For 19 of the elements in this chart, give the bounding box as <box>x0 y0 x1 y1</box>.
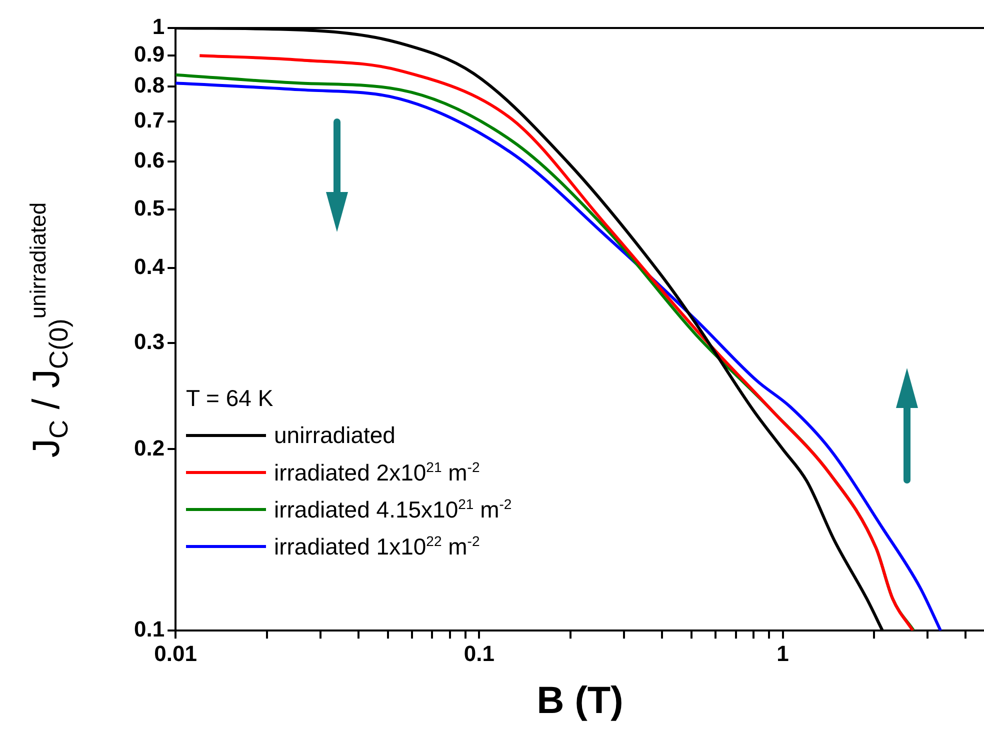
y-tick-label: 0.4 <box>134 254 166 279</box>
legend-title: T = 64 K <box>186 384 274 413</box>
y-tick-label: 1 <box>152 14 165 40</box>
y-tick-label: 0.8 <box>134 72 165 98</box>
legend-label: irradiated 2x10$^{21}$ m$^{-2}$ <box>274 458 480 486</box>
legend-label: irradiated 1x10$^{22}$ m$^{-2}$ <box>274 532 480 560</box>
x-axis-title: B (T) <box>536 680 624 723</box>
x-tick-label: 0.01 <box>154 640 197 666</box>
y-tick-label: 0.5 <box>134 195 165 220</box>
y-tick-label: 0.9 <box>134 42 165 67</box>
y-tick-label: 0.6 <box>134 148 165 173</box>
y-tick-label: 0.7 <box>134 107 165 132</box>
legend-label: irradiated 4.15x10$^{21}$ m$^{-2}$ <box>274 496 512 524</box>
y-tick-label: 0.2 <box>134 435 165 460</box>
legend-label: unirradiated <box>274 422 396 449</box>
y-tick-label: 0.3 <box>134 329 165 354</box>
x-tick-label: 1 <box>776 640 789 666</box>
y-tick-label: 0.1 <box>134 616 165 642</box>
x-tick-label: 0.1 <box>464 640 494 666</box>
